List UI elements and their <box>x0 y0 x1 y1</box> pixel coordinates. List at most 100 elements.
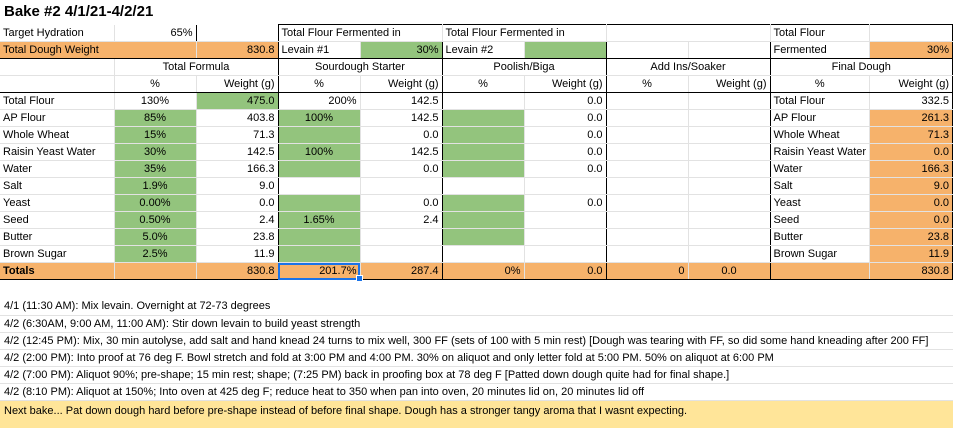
tf-pct-cell[interactable]: 35% <box>113 160 197 178</box>
ss-pct-cell[interactable] <box>278 177 361 195</box>
pb-weight-cell[interactable] <box>524 228 607 246</box>
fd-weight-cell[interactable]: 9.0 <box>869 177 954 195</box>
tf-weight-cell[interactable]: 11.9 <box>196 245 279 263</box>
tf-pct-cell[interactable]: 130% <box>113 92 197 110</box>
note-cell[interactable]: 4/2 (6:30AM, 9:00 AM, 11:00 AM): Stir do… <box>0 315 953 333</box>
totals-tf-weight[interactable]: 830.8 <box>196 262 279 280</box>
row-label[interactable]: AP Flour <box>0 109 115 127</box>
pb-weight-cell[interactable] <box>524 211 607 229</box>
levain1-label[interactable]: Levain #1 <box>278 41 361 59</box>
row-label[interactable]: Total Flour <box>0 92 115 110</box>
row-label[interactable]: Brown Sugar <box>0 245 115 263</box>
fd-weight-cell[interactable]: 261.3 <box>869 109 954 127</box>
total-dough-weight-value[interactable]: 830.8 <box>196 41 279 59</box>
fd-weight-cell[interactable]: 332.5 <box>869 92 954 110</box>
fill-handle[interactable] <box>355 275 363 282</box>
tf-weight-cell[interactable]: 9.0 <box>196 177 279 195</box>
levain2-label[interactable]: Levain #2 <box>442 41 525 59</box>
tf-pct-cell[interactable]: 15% <box>113 126 197 144</box>
pb-pct-cell[interactable] <box>442 92 525 110</box>
ai-pct-header[interactable]: % <box>606 75 689 93</box>
pb-pct-header[interactable]: % <box>442 75 525 93</box>
ss-pct-cell[interactable]: 100% <box>278 143 361 161</box>
row-label[interactable]: Yeast <box>0 194 115 212</box>
sheet-title[interactable]: Bake #2 4/1/21-4/2/21 <box>4 3 154 20</box>
tf-weight-cell[interactable]: 142.5 <box>196 143 279 161</box>
pb-weight-cell[interactable] <box>524 177 607 195</box>
ss-weight-cell[interactable] <box>360 228 443 246</box>
tf-pct-cell[interactable]: 30% <box>113 143 197 161</box>
row-label[interactable]: Seed <box>0 211 115 229</box>
target-hydration-value[interactable]: 65% <box>114 24 197 42</box>
section-poolish[interactable]: Poolish/Biga <box>442 58 607 76</box>
tf-weight-cell[interactable]: 475.0 <box>196 92 279 110</box>
fd-weight-cell[interactable]: 23.8 <box>869 228 954 246</box>
fd-weight-cell[interactable]: 11.9 <box>869 245 954 263</box>
ferm2-label[interactable]: Total Flour Fermented in <box>441 24 607 42</box>
ss-weight-header[interactable]: Weight (g) <box>360 75 443 93</box>
pb-weight-cell[interactable]: 0.0 <box>524 92 607 110</box>
fd-label-cell[interactable]: Whole Wheat <box>770 126 871 144</box>
pb-pct-cell[interactable] <box>442 228 525 246</box>
fd-weight-cell[interactable]: 166.3 <box>869 160 954 178</box>
pb-weight-cell[interactable] <box>524 245 607 263</box>
ai-weight-header[interactable]: Weight (g) <box>688 75 771 93</box>
fd-label-cell[interactable]: Water <box>770 160 871 178</box>
ss-weight-cell[interactable]: 142.5 <box>360 92 443 110</box>
final-fermented-value[interactable]: 30% <box>869 41 954 59</box>
row-label[interactable]: Butter <box>0 228 115 246</box>
note-cell[interactable]: 4/1 (11:30 AM): Mix levain. Overnight at… <box>0 298 953 316</box>
totals-ai-pct[interactable]: 0 <box>606 262 689 280</box>
ss-weight-cell[interactable]: 0.0 <box>360 194 443 212</box>
tf-pct-cell[interactable]: 5.0% <box>113 228 197 246</box>
fd-label-cell[interactable]: Butter <box>770 228 871 246</box>
ss-pct-cell[interactable]: 100% <box>278 109 361 127</box>
fd-weight-header[interactable]: Weight (g) <box>869 75 954 93</box>
final-label-2[interactable]: Fermented <box>770 41 871 59</box>
fd-label-cell[interactable]: Brown Sugar <box>770 245 871 263</box>
pb-pct-cell[interactable] <box>442 211 525 229</box>
final-label-1[interactable]: Total Flour <box>769 24 871 42</box>
note-cell[interactable]: 4/2 (7:00 PM): Aliquot 90%; pre-shape; 1… <box>0 366 953 384</box>
totals-label[interactable]: Totals <box>0 262 115 280</box>
ss-weight-cell[interactable] <box>360 245 443 263</box>
pb-pct-cell[interactable] <box>442 245 525 263</box>
target-hydration-label[interactable]: Target Hydration <box>0 24 115 42</box>
fd-label-cell[interactable]: Total Flour <box>770 92 871 110</box>
pb-weight-cell[interactable]: 0.0 <box>524 160 607 178</box>
section-total-formula[interactable]: Total Formula <box>113 58 279 76</box>
fd-weight-cell[interactable]: 0.0 <box>869 194 954 212</box>
tf-pct-cell[interactable]: 0.00% <box>113 194 197 212</box>
fd-weight-cell[interactable]: 0.0 <box>869 211 954 229</box>
tf-pct-cell[interactable]: 2.5% <box>113 245 197 263</box>
tf-weight-cell[interactable]: 71.3 <box>196 126 279 144</box>
pb-weight-header[interactable]: Weight (g) <box>524 75 607 93</box>
pb-pct-cell[interactable] <box>442 143 525 161</box>
levain1-value[interactable]: 30% <box>360 41 443 59</box>
ss-pct-header[interactable]: % <box>278 75 361 93</box>
ss-weight-cell[interactable]: 0.0 <box>360 160 443 178</box>
ss-pct-cell[interactable] <box>278 245 361 263</box>
fd-label-cell[interactable]: Salt <box>770 177 871 195</box>
fd-label-cell[interactable]: Yeast <box>770 194 871 212</box>
totals-pb-pct[interactable]: 0% <box>442 262 525 280</box>
section-final-dough[interactable]: Final Dough <box>770 58 954 76</box>
pb-pct-cell[interactable] <box>442 177 525 195</box>
tf-weight-cell[interactable]: 23.8 <box>196 228 279 246</box>
tf-pct-cell[interactable]: 0.50% <box>113 211 197 229</box>
tf-weight-cell[interactable]: 0.0 <box>196 194 279 212</box>
totals-ss-pct[interactable]: 201.7% <box>278 262 363 282</box>
total-dough-weight-label[interactable]: Total Dough Weight <box>0 41 197 59</box>
row-label[interactable]: Salt <box>0 177 115 195</box>
tf-weight-cell[interactable]: 2.4 <box>196 211 279 229</box>
pb-pct-cell[interactable] <box>442 194 525 212</box>
ss-weight-cell[interactable]: 142.5 <box>360 143 443 161</box>
row-label[interactable]: Whole Wheat <box>0 126 115 144</box>
tf-pct-header[interactable]: % <box>113 75 197 93</box>
tf-pct-cell[interactable]: 85% <box>113 109 197 127</box>
fd-label-cell[interactable]: AP Flour <box>770 109 871 127</box>
pb-weight-cell[interactable]: 0.0 <box>524 126 607 144</box>
ss-pct-cell[interactable]: 200% <box>278 92 361 110</box>
pb-pct-cell[interactable] <box>442 126 525 144</box>
fd-pct-header[interactable]: % <box>770 75 871 93</box>
